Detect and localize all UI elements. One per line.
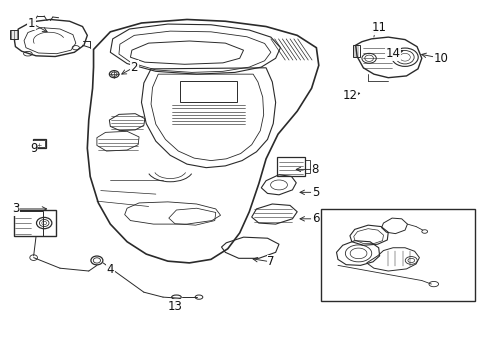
Bar	[14, 210, 56, 237]
Text: 11: 11	[370, 21, 386, 34]
Bar	[352, 45, 359, 57]
Text: 9: 9	[30, 142, 37, 155]
Text: 4: 4	[106, 264, 114, 276]
Bar	[33, 139, 46, 148]
Bar	[304, 160, 309, 173]
Text: 14: 14	[385, 47, 400, 60]
Bar	[180, 81, 237, 102]
Text: 10: 10	[433, 52, 447, 65]
Bar	[277, 157, 304, 176]
Text: 8: 8	[311, 163, 319, 176]
Text: 12: 12	[342, 89, 357, 102]
Text: 1: 1	[27, 17, 35, 30]
Text: 3: 3	[12, 202, 19, 215]
Bar	[34, 140, 44, 147]
Text: 5: 5	[311, 186, 319, 199]
Text: 2: 2	[130, 60, 138, 73]
Text: 7: 7	[266, 255, 274, 268]
Bar	[10, 30, 18, 39]
Bar	[15, 211, 43, 236]
Bar	[321, 209, 473, 301]
Text: 13: 13	[167, 300, 182, 313]
Text: 6: 6	[311, 212, 319, 225]
